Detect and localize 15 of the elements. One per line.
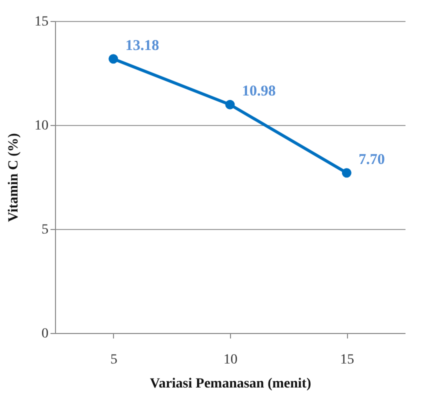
- data-label: 10.98: [242, 84, 276, 100]
- x-tick-label: 10: [224, 352, 238, 368]
- x-tick-label: 5: [110, 352, 118, 368]
- y-tick-label: 5: [42, 222, 48, 238]
- point: [342, 168, 352, 178]
- point: [108, 54, 118, 64]
- data-label: 13.18: [125, 38, 160, 54]
- data-label: 7.70: [358, 152, 385, 168]
- y-axis-title: Vitamin C (%): [6, 132, 22, 222]
- y-tick-label: 0: [42, 326, 48, 342]
- point: [225, 100, 235, 110]
- y-tick-label: 10: [34, 118, 48, 134]
- x-tick-label: 15: [340, 352, 354, 368]
- x-axis-title: Variasi Pemanasan (menit): [150, 376, 312, 392]
- y-tick-label: 15: [34, 14, 48, 30]
